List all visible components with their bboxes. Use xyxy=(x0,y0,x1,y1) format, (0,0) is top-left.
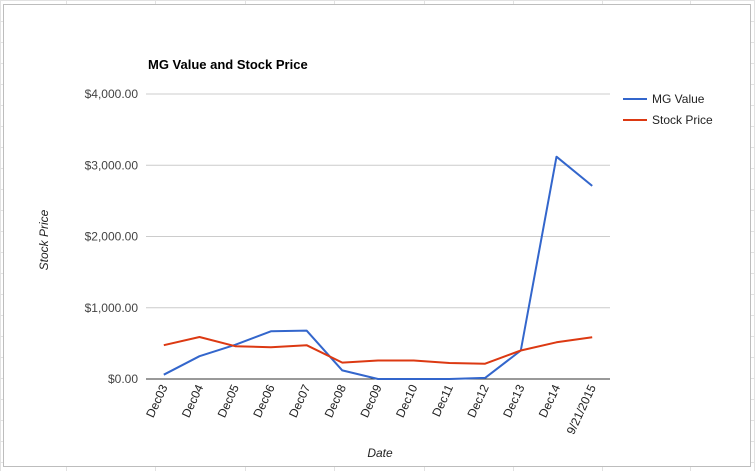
x-tick-label: Dec14 xyxy=(536,382,563,420)
x-tick-label: Dec12 xyxy=(464,382,491,420)
chart-container[interactable]: MG Value and Stock Price $0.00 $1,000.00 $… xyxy=(3,4,751,467)
y-axis-label: Stock Price xyxy=(37,209,51,270)
x-tick-label: Dec08 xyxy=(322,382,349,420)
series-lines xyxy=(163,155,593,380)
x-axis-label: Date xyxy=(367,446,393,460)
chart-title: MG Value and Stock Price xyxy=(148,57,308,72)
legend-label: MG Value xyxy=(652,92,705,106)
x-tick-label: Dec10 xyxy=(393,382,420,420)
y-tick-label: $3,000.00 xyxy=(85,158,139,172)
x-tick-label: Dec07 xyxy=(286,382,313,420)
x-tick-label: Dec04 xyxy=(179,382,206,420)
x-tick-label: 9/21/2015 xyxy=(564,382,599,437)
y-tick-label: $0.00 xyxy=(108,372,138,386)
series-line-mg-value xyxy=(163,155,593,380)
y-tick-label: $1,000.00 xyxy=(85,301,139,315)
legend: MG Value Stock Price xyxy=(623,92,713,127)
x-tick-label: Dec03 xyxy=(143,382,170,420)
x-tick-label: Dec13 xyxy=(500,382,527,420)
y-tick-label: $2,000.00 xyxy=(85,230,139,244)
x-axis-ticks: Dec03 Dec04 Dec05 Dec06 Dec07 Dec08 Dec09 Dec10… xyxy=(143,382,599,437)
x-tick-label: Dec05 xyxy=(215,382,242,420)
gridlines xyxy=(146,93,610,309)
series-line-stock-price xyxy=(163,336,593,365)
x-tick-label: Dec09 xyxy=(357,382,384,420)
x-tick-label: Dec11 xyxy=(429,382,456,419)
y-axis-ticks: $0.00 $1,000.00 $2,000.00 $3,000.00 $4,000.0… xyxy=(85,87,139,386)
x-tick-label: Dec06 xyxy=(250,382,277,420)
legend-label: Stock Price xyxy=(652,113,713,127)
y-tick-label: $4,000.00 xyxy=(85,87,139,101)
line-chart: MG Value and Stock Price $0.00$1,000.00$… xyxy=(37,57,713,460)
